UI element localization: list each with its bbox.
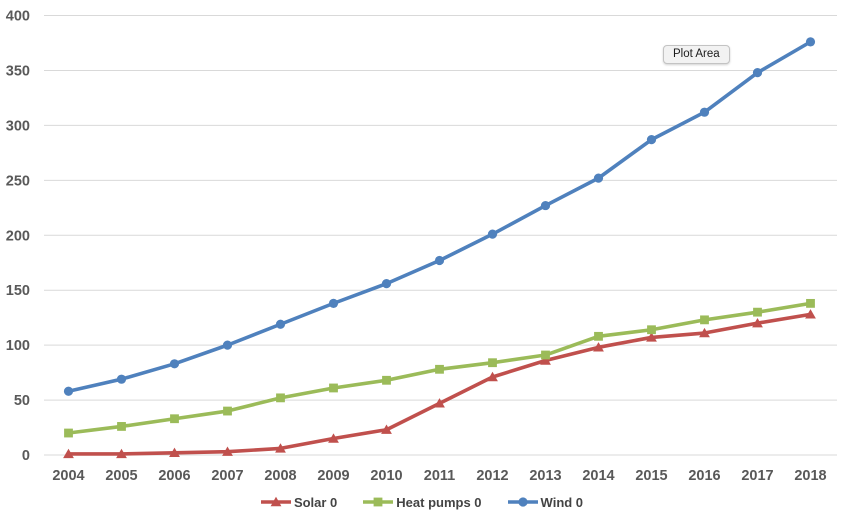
x-axis-tick-label: 2005 (105, 468, 137, 484)
legend-marker-glyph[interactable] (373, 497, 383, 507)
x-axis-tick-label: 2011 (424, 468, 455, 484)
data-point-solar-0-2015[interactable] (646, 332, 657, 342)
data-point-wind-0-2008[interactable] (275, 319, 286, 329)
series-wind-0[interactable] (63, 37, 816, 396)
y-axis-tick-label: 50 (14, 393, 30, 409)
data-point-solar-0-2014[interactable] (593, 342, 604, 352)
data-point-solar-0-2013[interactable] (540, 355, 551, 365)
series-heat-pumps-0[interactable] (64, 298, 815, 438)
x-axis-tick-label: 2016 (688, 468, 720, 484)
data-point-solar-0-2005[interactable] (116, 448, 127, 459)
data-point-wind-0-2011[interactable] (434, 255, 445, 266)
x-axis-tick-label: 2012 (476, 468, 508, 484)
data-point-heat-pumps-0-2013[interactable] (541, 350, 550, 360)
data-point-solar-0-2004[interactable] (63, 448, 74, 459)
data-point-wind-0-2007[interactable] (222, 340, 233, 350)
data-point-heat-pumps-0-2018[interactable] (806, 298, 815, 308)
x-axis-tick-label: 2004 (52, 468, 84, 484)
x-axis-tick-label: 2015 (635, 468, 667, 484)
x-axis-tick-label: 2017 (741, 468, 773, 484)
x-axis-tick-label: 2013 (529, 468, 561, 484)
chart-legend[interactable]: Solar 0 Heat pumps 0 Wind 0 (0, 491, 842, 513)
x-axis-tick-label: 2010 (370, 468, 402, 484)
y-axis-tick-label: 400 (6, 9, 30, 25)
data-point-heat-pumps-0-2007[interactable] (223, 406, 232, 416)
data-point-wind-0-2014[interactable] (593, 173, 604, 183)
data-point-wind-0-2010[interactable] (381, 278, 392, 289)
y-axis-tick-label: 200 (6, 228, 30, 244)
y-axis-tick-label: 300 (6, 118, 30, 134)
data-point-heat-pumps-0-2006[interactable] (170, 414, 179, 424)
data-point-wind-0-2009[interactable] (328, 298, 339, 308)
data-point-solar-0-2009[interactable] (328, 433, 339, 443)
data-point-wind-0-2005[interactable] (116, 374, 127, 384)
plot-area-tooltip: Plot Area (663, 45, 730, 64)
data-point-solar-0-2017[interactable] (752, 317, 763, 328)
legend-marker-circle-icon (507, 497, 538, 507)
data-point-wind-0-2017[interactable] (752, 68, 763, 78)
data-point-heat-pumps-0-2008[interactable] (276, 393, 285, 403)
data-point-wind-0-2015[interactable] (646, 135, 657, 145)
legend-marker-glyph[interactable] (517, 497, 528, 507)
x-axis-tick-label: 2008 (264, 468, 296, 484)
data-point-heat-pumps-0-2016[interactable] (700, 315, 709, 325)
data-point-wind-0-2006[interactable] (169, 359, 180, 369)
data-point-heat-pumps-0-2009[interactable] (329, 383, 338, 393)
data-point-wind-0-2016[interactable] (699, 107, 710, 117)
data-point-solar-0-2010[interactable] (381, 424, 392, 434)
y-axis-tick-label: 250 (6, 173, 30, 189)
y-axis-tick-label: 350 (6, 63, 30, 79)
legend-item-heat-pumps-0[interactable]: Heat pumps 0 (361, 494, 482, 510)
x-axis-tick-label: 2018 (794, 468, 826, 484)
x-axis-tick-label: 2007 (211, 468, 243, 484)
data-point-wind-0-2012[interactable] (487, 229, 498, 239)
series-solar-0[interactable] (63, 309, 816, 459)
data-point-solar-0-2006[interactable] (169, 447, 180, 458)
y-axis-tick-label: 0 (22, 448, 30, 464)
data-point-solar-0-2008[interactable] (275, 443, 286, 453)
data-point-heat-pumps-0-2010[interactable] (382, 375, 391, 385)
x-axis-tick-label: 2006 (158, 468, 190, 484)
plot-area-tooltip-label: Plot Area (673, 48, 720, 60)
data-point-wind-0-2004[interactable] (63, 386, 74, 396)
y-axis-tick-label: 150 (6, 283, 30, 299)
data-point-solar-0-2012[interactable] (487, 371, 498, 382)
data-point-heat-pumps-0-2011[interactable] (435, 364, 444, 374)
data-point-heat-pumps-0-2012[interactable] (488, 358, 497, 368)
legend-item-wind-0[interactable]: Wind 0 (506, 494, 584, 510)
data-point-heat-pumps-0-2014[interactable] (594, 331, 603, 341)
series-line-solar-0[interactable] (66, 312, 813, 456)
legend-marker-square-icon (363, 497, 394, 507)
x-axis-tick-label: 2009 (317, 468, 349, 484)
data-point-heat-pumps-0-2004[interactable] (64, 428, 73, 438)
data-point-heat-pumps-0-2005[interactable] (117, 422, 126, 431)
data-point-solar-0-2016[interactable] (699, 327, 710, 338)
x-axis-tick-label: 2014 (582, 468, 614, 484)
legend-marker-glyph[interactable] (270, 496, 282, 507)
y-axis-tick-label: 100 (6, 338, 30, 354)
data-point-solar-0-2011[interactable] (434, 398, 445, 408)
data-point-solar-0-2018[interactable] (805, 309, 816, 319)
data-point-solar-0-2007[interactable] (222, 446, 233, 456)
data-point-wind-0-2013[interactable] (540, 200, 551, 211)
legend-item-solar-0[interactable]: Solar 0 (259, 495, 337, 510)
legend-item-label: Heat pumps 0 (396, 494, 482, 510)
legend-marker-triangle-icon (260, 496, 291, 507)
data-point-heat-pumps-0-2015[interactable] (647, 325, 656, 335)
legend-item-label: Solar 0 (293, 494, 338, 510)
legend-item-label: Wind 0 (540, 494, 584, 510)
data-point-heat-pumps-0-2017[interactable] (753, 307, 762, 317)
data-point-wind-0-2018[interactable] (805, 37, 816, 47)
series-line-wind-0[interactable] (66, 40, 813, 394)
